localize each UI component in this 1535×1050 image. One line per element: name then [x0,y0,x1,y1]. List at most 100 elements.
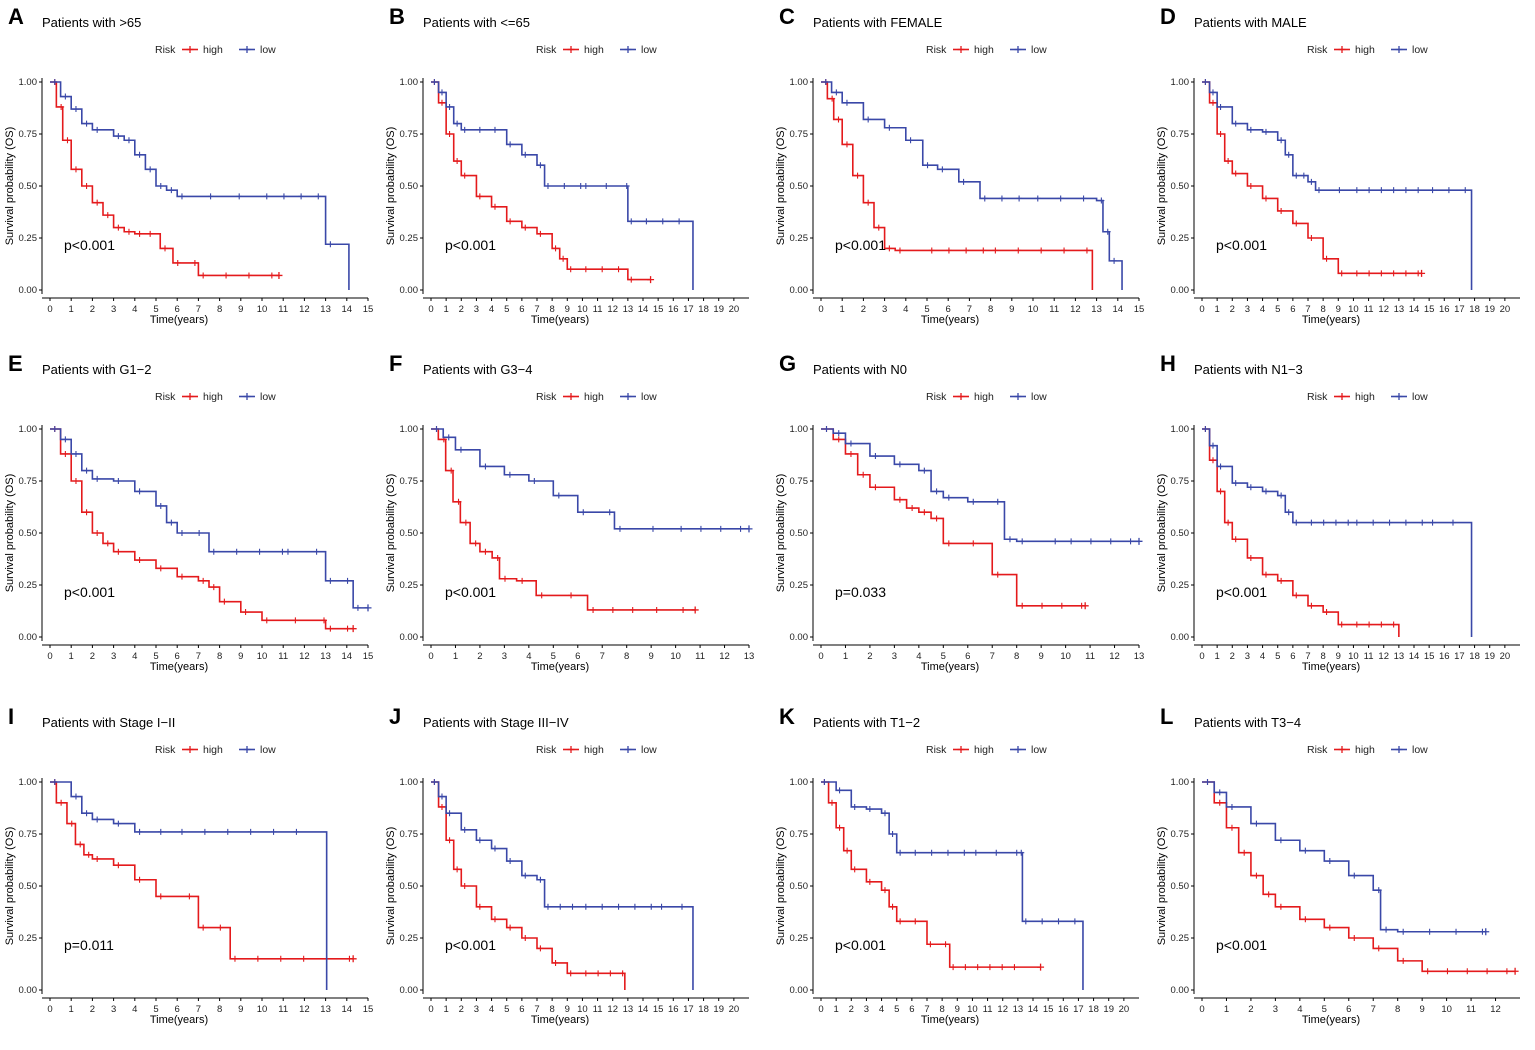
censor-mark-high [1353,270,1360,277]
x-tick-label: 11 [278,304,288,315]
censor-mark-high [242,609,249,616]
legend-label-high: high [974,744,994,756]
censor-mark-low [94,816,101,823]
legend-marker-low [243,46,251,53]
censor-mark-low [224,828,231,835]
p-value: p<0.001 [445,937,496,953]
censor-mark-high [567,970,574,977]
censor-mark-low [889,831,896,837]
censor-mark-low [993,849,1000,856]
censor-mark-high [454,866,461,873]
censor-mark-low [678,903,685,910]
censor-mark-high [653,606,660,613]
censor-mark-high [844,847,851,854]
x-tick-label: 7 [196,651,201,662]
censor-mark-low [115,478,122,484]
legend-marker-low [243,746,251,753]
x-tick-label: 1 [843,651,848,662]
x-tick-label: 14 [1113,304,1124,315]
x-tick-label: 4 [903,304,908,315]
censor-mark-high [231,955,238,962]
y-tick-label: 0.75 [19,129,38,140]
censor-mark-high [552,959,559,966]
panel-label: A [8,4,24,29]
censor-mark-low [1217,463,1224,470]
censor-mark-high [962,964,969,971]
legend-label-high: high [203,391,223,403]
km-panel-i: I Patients with Stage I−II Risk high low 0.00… [0,700,380,1050]
censor-mark-high [522,224,529,231]
censor-mark-high [881,887,888,894]
censor-mark-low [457,446,464,453]
censor-mark-low [1022,918,1029,925]
panel-title: Patients with G1−2 [42,362,151,377]
x-tick-label: 5 [504,1004,509,1015]
censor-mark-high [62,450,69,457]
x-tick-label: 5 [1275,651,1280,662]
censor-mark-low [1383,926,1390,933]
x-tick-label: 7 [990,651,995,662]
censor-mark-low [835,430,842,437]
censor-mark-high [1366,621,1373,628]
censor-mark-low [544,183,551,189]
x-tick-label: 4 [916,651,921,662]
censor-mark-high [245,272,252,279]
censor-mark-high [1241,849,1248,856]
censor-mark-high [77,841,84,848]
censor-mark-high [828,799,835,806]
legend: Risk high low [1307,44,1428,56]
censor-mark-low [1052,538,1059,545]
x-tick-label: 11 [983,1004,993,1015]
x-tick-label: 17 [683,1004,694,1015]
censor-mark-low [631,903,638,910]
legend-label-high: high [1355,744,1375,756]
x-tick-label: 8 [217,304,222,315]
x-tick-label: 0 [1199,651,1204,662]
x-tick-label: 4 [1260,304,1265,315]
legend-title: Risk [926,44,947,56]
censor-mark-high [950,964,957,971]
p-value: p<0.001 [1216,937,1267,953]
censor-mark-high [58,799,65,806]
legend-label-low: low [260,44,276,56]
censor-mark-high [321,617,328,624]
x-tick-label: 3 [474,1004,479,1015]
x-tick-label: 9 [1039,651,1044,662]
legend: Risk high low [155,44,276,56]
censor-mark-high [1278,577,1285,584]
y-tick-label: 0.50 [1171,881,1190,892]
y-tick-label: 1.00 [1171,777,1190,788]
panel-label: H [1160,351,1176,376]
x-tick-label: 5 [551,651,556,662]
x-tick-label: 3 [892,651,897,662]
censor-mark-low [866,806,873,813]
y-tick-label: 0.75 [1171,129,1190,140]
x-tick-label: 1 [833,1004,838,1015]
censor-mark-low [431,779,438,785]
censor-mark-high [896,247,903,254]
censor-mark-high [847,450,854,457]
censor-mark-low [1375,887,1382,894]
censor-mark-low [1378,187,1385,194]
censor-mark-low [1135,537,1143,545]
x-tick-label: 11 [695,651,705,662]
x-tick-label: 12 [1490,1004,1501,1015]
x-tick-label: 20 [729,304,740,315]
censor-mark-low [178,530,185,536]
legend: Risk high low [1307,744,1428,756]
x-tick-label: 11 [1085,651,1095,662]
x-tick-label: 1 [453,651,458,662]
censor-mark-low [327,577,334,584]
y-tick-label: 0.50 [19,181,38,192]
censor-mark-low [1429,519,1436,526]
censor-mark-high [136,876,143,883]
y-tick-label: 1.00 [19,777,38,788]
x-axis-title: Time(years) [921,1014,979,1026]
censor-mark-low [865,116,872,123]
km-curve-low [1202,781,1486,933]
censor-mark-low [603,183,610,189]
x-tick-label: 5 [1322,1004,1327,1015]
censor-mark-low [1400,928,1407,935]
km-curve-high [1202,781,1516,973]
censor-mark-low [438,89,445,96]
